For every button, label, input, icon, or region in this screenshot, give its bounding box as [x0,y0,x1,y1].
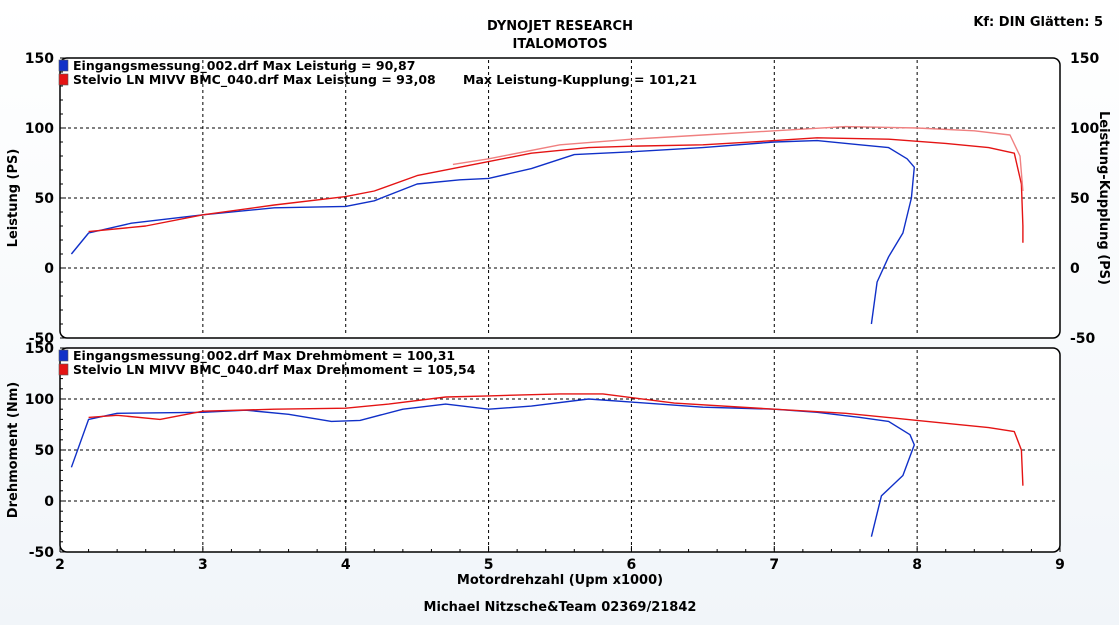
panel1-ytick-label: -50 [29,331,55,347]
panel2-legend-label: Stelvio LN MIVV BMC_040.drf Max Drehmome… [73,362,476,378]
panel2-xtick-label: 5 [484,557,494,573]
panel1-legend-label: Stelvio LN MIVV BMC_040.drf Max Leistung… [73,72,436,88]
panel2-xtick-label: 4 [341,557,351,573]
chart-subtitle: ITALOMOTOS [513,37,608,52]
panel2-xtick-label: 7 [769,557,779,573]
panel2-legend-label: Eingangsmessung_002.drf Max Drehmoment =… [73,348,455,364]
footer-label: Michael Nitzsche&Team 02369/21842 [424,600,697,615]
panel2-ytick-label: 150 [25,341,54,357]
panel1-annotation: Max Leistung-Kupplung = 101,21 [463,72,697,87]
panel1-series-line-2 [88,137,1024,243]
settings-label: Kf: DIN Glätten: 5 [973,15,1103,30]
panel2-xtick-label: 9 [1055,557,1065,573]
panel1-ylabel: Leistung (PS) [6,149,21,248]
panel1-series-line-1 [70,139,915,325]
plot-layer: -50050100150-50050100150Leistung-Kupplun… [6,51,1111,588]
panel2-ytick-label: 0 [44,494,54,510]
panel1-ytick-right-label: 150 [1070,51,1099,67]
panel2-legend-swatch [58,349,69,362]
panel1-ytick-right-label: 50 [1070,191,1090,207]
panel2-ytick-label: -50 [29,545,55,561]
panel1-group: -50 0 50 100 150 -50 0 50 100 150 Leistung-Kupplun… [6,51,1111,347]
panel2-ytick-label: 100 [25,392,54,408]
panel2-xtick-label: 8 [912,557,922,573]
panel2-xtick-label: 3 [198,557,208,573]
panel1-ytick-label: 0 [44,261,54,277]
panel1-series-line-3 [452,125,1024,192]
panel1-ytick-right-label: -50 [1070,331,1096,347]
panel2-series-line-2 [88,393,1024,486]
panel1-ytick-label: 100 [25,121,54,137]
panel1-legend-swatch [58,59,69,72]
panel2-legend-swatch [58,363,69,376]
panel2-xtick-label: 6 [627,557,637,573]
panel1-legend-swatch [58,73,69,86]
panel1-legend-label: Eingangsmessung_002.drf Max Leistung = 9… [73,58,415,74]
panel2-group: -50 0 50 100 150 Drehmoment (Nm) 2 3 4 5 6 7 8 9 Motor… [6,341,1065,588]
panel1-ytick-label: 50 [35,191,55,207]
panel2-ytick-label: 50 [35,443,55,459]
panel1-ytick-label: 150 [25,51,54,67]
panel2-xtick-label: 2 [55,557,65,573]
chart-title: DYNOJET RESEARCH [487,19,633,34]
panel1-ylabel-right: Leistung-Kupplung (PS) [1096,111,1111,285]
panel2-ylabel: Drehmoment (Nm) [6,382,21,518]
panel1-ytick-right-label: 0 [1070,261,1080,277]
panel1-ytick-right-label: 100 [1070,121,1099,137]
panel2-xlabel: Motordrehzahl (Upm x1000) [457,573,663,588]
